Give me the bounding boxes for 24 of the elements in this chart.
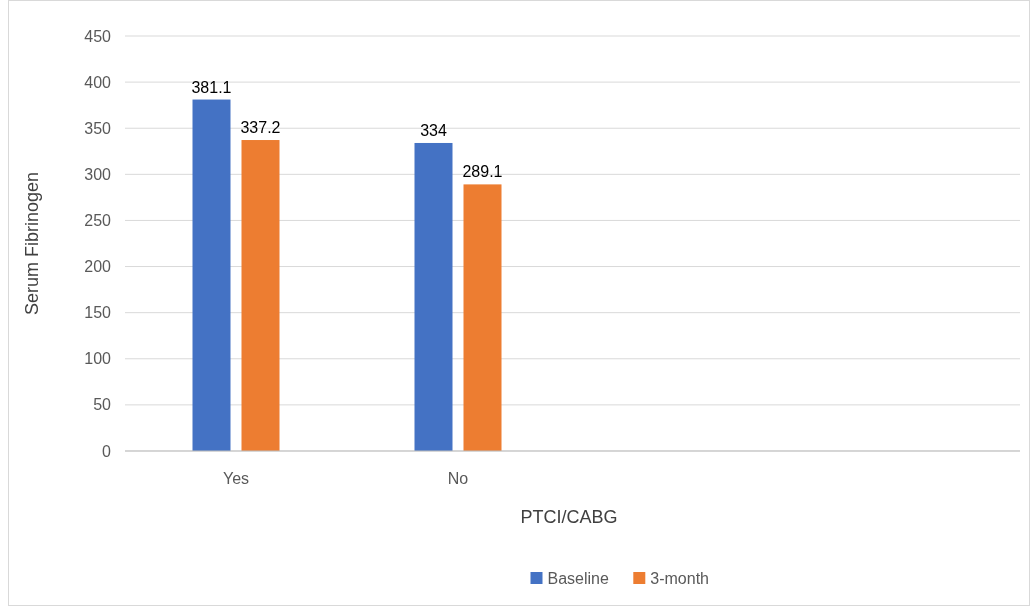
y-tick-label: 300	[84, 165, 112, 183]
y-tick-label: 100	[84, 350, 112, 368]
y-tick-label: 200	[84, 258, 112, 276]
y-axis-title: Serum Fibrinogen	[22, 171, 42, 316]
data-label: 381.1	[191, 78, 232, 96]
y-tick-label: 350	[84, 119, 112, 137]
data-label: 334	[420, 121, 447, 139]
y-tick-label: 250	[84, 212, 112, 230]
y-tick-label: 400	[84, 73, 112, 91]
bar	[463, 184, 502, 451]
y-tick-label: 0	[102, 442, 112, 460]
x-axis-title: PTCI/CABG	[520, 507, 618, 527]
data-label: 289.1	[462, 163, 503, 181]
legend-label: 3-month	[650, 569, 709, 587]
bar	[192, 99, 231, 451]
y-tick-label: 150	[84, 304, 112, 322]
y-tick-label: 50	[93, 396, 112, 414]
bar	[241, 140, 280, 451]
y-tick-label: 450	[84, 27, 112, 45]
x-tick-label: No	[447, 470, 469, 487]
data-label: 337.2	[240, 119, 281, 137]
bar	[414, 142, 453, 451]
x-tick-label: Yes	[222, 470, 250, 487]
legend-label: Baseline	[547, 569, 609, 587]
